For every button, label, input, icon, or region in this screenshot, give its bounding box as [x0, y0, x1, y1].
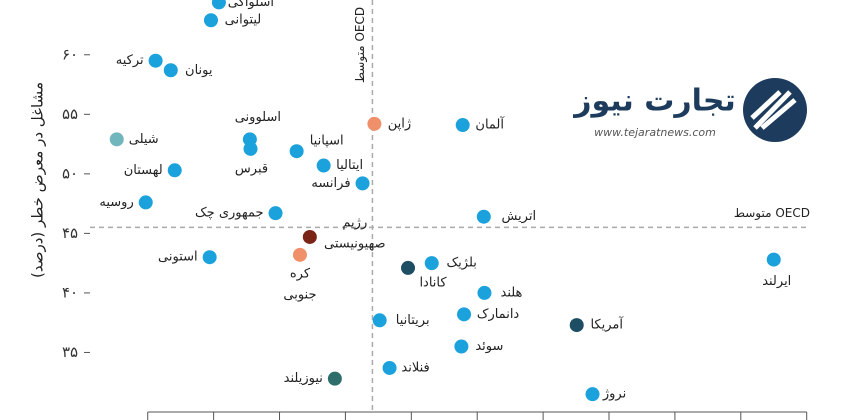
point-label: استونی [158, 250, 198, 265]
point-label: نروژ [602, 387, 626, 402]
point [163, 63, 178, 78]
point [454, 339, 469, 354]
point [476, 209, 491, 224]
point [292, 247, 307, 262]
point-label: شیلی [129, 132, 159, 147]
point-label: بریتانیا [396, 313, 430, 328]
watermark: تجارت نیوز www.tejaratnews.com [558, 76, 807, 146]
point [202, 250, 217, 265]
point [211, 0, 226, 10]
point-label: ایتالیا [336, 158, 363, 173]
point [355, 176, 370, 191]
point-label: جنوبی [283, 287, 316, 302]
point-label: اسلوونی [235, 110, 281, 125]
point-label: ترکیه [116, 53, 144, 68]
point-label: لیتوانی [225, 13, 262, 28]
point [302, 229, 317, 244]
point [138, 195, 153, 210]
point-label: قبرس [235, 161, 268, 176]
logo-icon [750, 90, 797, 130]
point [569, 318, 584, 333]
y-tick-label: ۶۰ [62, 45, 78, 63]
watermark-bg [558, 76, 748, 146]
point [268, 206, 283, 221]
reference-label: متوسط OECD [353, 7, 368, 83]
point [148, 53, 163, 68]
point-label: بلژیک [447, 256, 477, 271]
point [289, 144, 304, 159]
point-label: فرانسه [311, 176, 350, 191]
point-label: سوئد [475, 339, 503, 354]
y-axis-label: مشاغل در معرض خطر (درصد) [29, 82, 47, 278]
point-label: فنلاند [401, 360, 429, 375]
point-label: اتریش [501, 209, 536, 224]
y-tick-label: ۵۰ [62, 164, 78, 182]
point [401, 260, 416, 275]
point-label: رژیم [342, 215, 367, 230]
point [109, 132, 124, 147]
point [327, 371, 342, 386]
point-label: کره [290, 266, 311, 281]
point [477, 285, 492, 300]
point [367, 116, 382, 131]
point-label: صهیونیستی [324, 236, 386, 251]
point-label: ژاپن [388, 116, 411, 131]
point [766, 252, 781, 267]
point [203, 13, 218, 28]
point [424, 256, 439, 271]
point [167, 163, 182, 178]
point-label: اسپانیا [310, 134, 344, 149]
y-tick-label: ۵۵ [62, 105, 78, 123]
point-label: آلمان [475, 116, 505, 133]
point-label: نیوزیلند [284, 371, 323, 386]
point-label: آمریکا [590, 316, 624, 333]
y-tick-label: ۴۰ [62, 283, 78, 301]
point [457, 307, 472, 322]
point-label: اسلواکی [228, 0, 274, 10]
point-label: روسیه [99, 195, 133, 210]
y-tick-label: ۳۵ [62, 343, 78, 361]
point-label: ایرلند [762, 274, 791, 289]
y-tick-label: ۴۵ [62, 224, 78, 242]
watermark-name: تجارت نیوز [572, 84, 736, 119]
point-label: جمهوری چک [195, 206, 264, 221]
point-label: کانادا [419, 275, 447, 290]
point-label: هلند [501, 285, 523, 300]
watermark-url: www.tejaratnews.com [594, 126, 716, 139]
point-label: دانمارک [477, 307, 520, 322]
point [585, 387, 600, 402]
point [455, 118, 470, 133]
point-label: لهستان [124, 163, 163, 178]
point [243, 141, 258, 156]
point [372, 313, 387, 328]
point-label: یونان [185, 63, 213, 78]
point [382, 360, 397, 375]
reference-label: متوسط OECD [734, 206, 810, 221]
point [316, 158, 331, 173]
